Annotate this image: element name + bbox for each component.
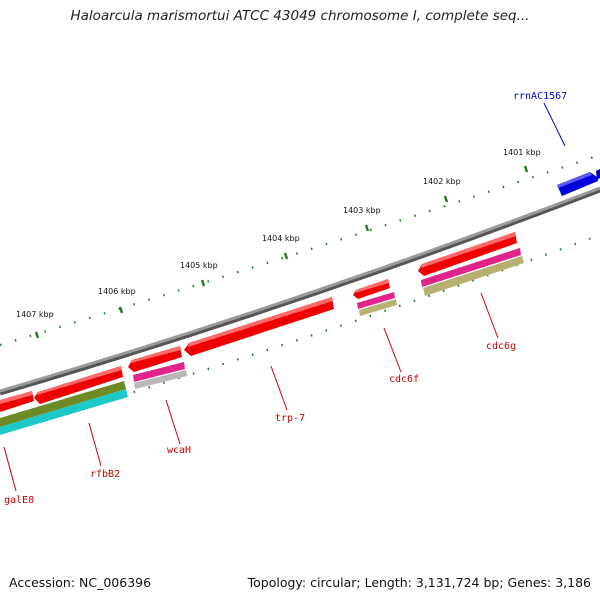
gene-label: galE8 <box>4 495 34 506</box>
genome-summary-text: Topology: circular; Length: 3,131,724 bp… <box>247 575 591 590</box>
accession-text: Accession: NC_006396 <box>9 575 152 590</box>
tick-labels: 1401 kbp 1402 kbp 1403 kbp 1404 kbp 1405… <box>16 148 541 319</box>
outer-major-ticks <box>34 165 529 339</box>
gene-label: rrnAC1567 <box>513 91 567 102</box>
gene-labels: rrnAC1567 cdc6g cdc6f trp-7 wcaH rfbB2 g… <box>4 91 567 506</box>
tick-label: 1403 kbp <box>343 206 381 215</box>
tick-label: 1406 kbp <box>98 287 136 296</box>
map-title: Haloarcula marismortui ATCC 43049 chromo… <box>70 8 530 24</box>
gene-rfbB2[interactable] <box>34 366 123 404</box>
tick-label: 1401 kbp <box>503 148 541 157</box>
gene-label: cdc6g <box>486 341 516 352</box>
feature-bars <box>0 248 524 435</box>
gene-label: trp-7 <box>275 413 305 424</box>
leader-lines <box>3 102 566 492</box>
tick-label: 1407 kbp <box>16 310 54 319</box>
gene-galE8[interactable] <box>0 391 34 412</box>
gene-label: wcaH <box>167 445 191 456</box>
backbone-shadow <box>0 187 600 396</box>
tick-label: 1404 kbp <box>262 234 300 243</box>
gene-cdc6f[interactable] <box>353 279 390 299</box>
gene-trp-7[interactable] <box>184 297 334 356</box>
gene-label: cdc6f <box>389 374 419 385</box>
gene-rrnAC1567[interactable] <box>557 169 600 196</box>
backbone <box>0 186 600 393</box>
gene-label: rfbB2 <box>90 469 120 480</box>
gene-cdc6g[interactable] <box>418 232 517 276</box>
tick-label: 1405 kbp <box>180 261 218 270</box>
tick-label: 1402 kbp <box>423 177 461 186</box>
gene-wcaH[interactable] <box>128 346 182 372</box>
